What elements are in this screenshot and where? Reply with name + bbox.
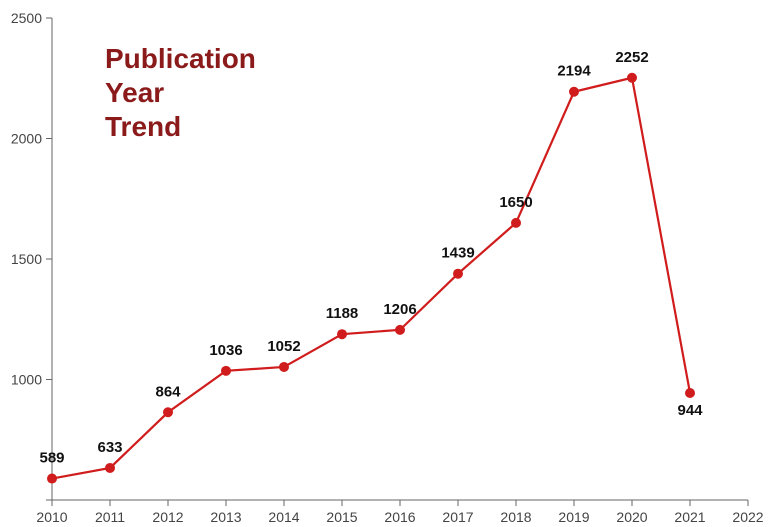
series-marker bbox=[47, 474, 57, 484]
point-label: 1439 bbox=[441, 245, 474, 262]
y-tick-label: 1500 bbox=[11, 251, 42, 267]
point-label: 1188 bbox=[326, 305, 359, 322]
point-label: 1650 bbox=[499, 194, 532, 211]
point-label: 2194 bbox=[557, 63, 591, 80]
series-marker bbox=[569, 87, 579, 97]
series-marker bbox=[627, 73, 637, 83]
point-label: 1206 bbox=[383, 301, 416, 318]
point-label: 1052 bbox=[267, 338, 300, 355]
x-tick-label: 2018 bbox=[500, 509, 531, 525]
y-tick-label: 2000 bbox=[11, 131, 42, 147]
chart-title: Year bbox=[105, 77, 164, 108]
series-marker bbox=[685, 388, 695, 398]
publication-year-trend-chart: 1000 1500 2000 2500 2010 2011 2012 2013 2014 2015… bbox=[0, 0, 768, 527]
y-tick-label: 1000 bbox=[11, 372, 42, 388]
x-tick-label: 2016 bbox=[384, 509, 415, 525]
point-label: 944 bbox=[677, 402, 703, 419]
y-tick-label: 2500 bbox=[11, 10, 42, 26]
point-label: 2252 bbox=[615, 49, 648, 66]
x-tick-label: 2020 bbox=[616, 509, 647, 525]
x-tick-label: 2011 bbox=[95, 509, 125, 525]
x-tick-label: 2022 bbox=[732, 509, 763, 525]
x-tick-label: 2017 bbox=[442, 509, 473, 525]
series-marker bbox=[221, 366, 231, 376]
point-label: 633 bbox=[97, 439, 122, 456]
x-tick-label: 2012 bbox=[152, 509, 183, 525]
x-tick-label: 2019 bbox=[558, 509, 589, 525]
x-tick-label: 2014 bbox=[268, 509, 299, 525]
x-tick-label: 2015 bbox=[326, 509, 357, 525]
x-tick-label: 2021 bbox=[674, 509, 705, 525]
point-label: 864 bbox=[155, 383, 181, 400]
series-marker bbox=[511, 218, 521, 228]
point-label: 589 bbox=[39, 450, 64, 467]
chart-title: Trend bbox=[105, 111, 181, 142]
x-tick-label: 2010 bbox=[36, 509, 67, 525]
chart-title: Publication bbox=[105, 43, 256, 74]
series-marker bbox=[105, 463, 115, 473]
series-marker bbox=[337, 329, 347, 339]
series-marker bbox=[163, 407, 173, 417]
series-marker bbox=[453, 269, 463, 279]
series-marker bbox=[279, 362, 289, 372]
x-tick-label: 2013 bbox=[210, 509, 241, 525]
series-marker bbox=[395, 325, 405, 335]
point-label: 1036 bbox=[209, 342, 242, 359]
